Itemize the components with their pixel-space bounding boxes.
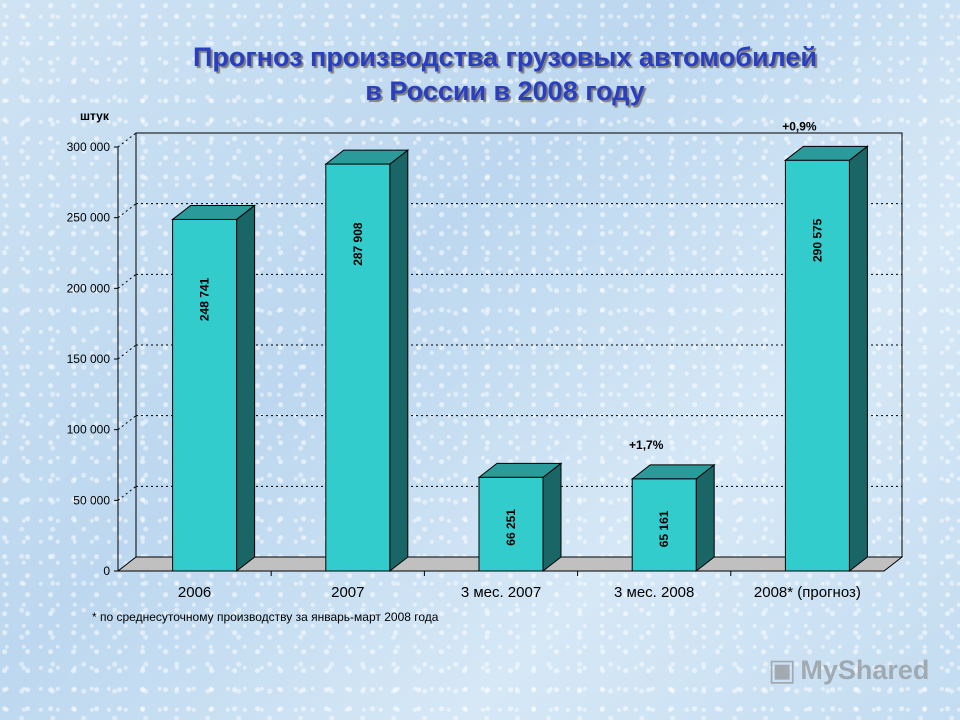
bar bbox=[478, 476, 544, 572]
title-line-1: Прогноз производства грузовых автомобиле… bbox=[193, 42, 817, 72]
x-category-label: 3 мес. 2008 bbox=[614, 584, 694, 601]
bar bbox=[631, 478, 697, 572]
bar bbox=[325, 163, 391, 572]
bar-side bbox=[695, 463, 715, 573]
bar-value-label: 290 575 bbox=[810, 218, 824, 262]
gridline-side bbox=[117, 485, 137, 501]
presentation-icon: ▣ bbox=[768, 653, 797, 687]
y-tick-label: 150 000 bbox=[67, 352, 111, 366]
bar-side bbox=[236, 204, 256, 573]
annotation-label: +0,9% bbox=[782, 119, 817, 133]
bar-value-label: 65 161 bbox=[657, 510, 671, 547]
y-axis-unit-label: штук bbox=[80, 109, 109, 123]
chart-title: Прогноз производства грузовых автомобиле… bbox=[0, 40, 960, 108]
x-category-label: 2006 bbox=[178, 584, 211, 601]
x-category-label: 2007 bbox=[331, 584, 364, 601]
y-tick-label: 300 000 bbox=[67, 140, 111, 154]
bar-value-label: 248 741 bbox=[198, 277, 212, 321]
y-tick-label: 100 000 bbox=[67, 423, 111, 437]
bar bbox=[172, 218, 238, 572]
gridline-side bbox=[117, 415, 137, 431]
bar-side bbox=[389, 149, 409, 573]
bar-value-label: 66 251 bbox=[504, 509, 518, 546]
annotation-label: +1,7% bbox=[629, 438, 664, 452]
gridline-side bbox=[117, 203, 137, 219]
y-tick-label: 200 000 bbox=[67, 281, 111, 295]
bar bbox=[784, 159, 850, 572]
gridline-side bbox=[117, 132, 137, 148]
bar-side bbox=[542, 462, 562, 573]
logo-text: MyShared bbox=[800, 655, 930, 685]
footnote: * по среднесуточному производству за янв… bbox=[92, 610, 439, 624]
watermark-logo: ▣ MyShared bbox=[768, 655, 929, 686]
x-category-label: 2008* (прогноз) bbox=[754, 584, 861, 601]
y-tick-label: 250 000 bbox=[67, 211, 111, 225]
gridline-side bbox=[117, 273, 137, 289]
y-tick-label: 50 000 bbox=[73, 493, 110, 507]
gridline-side bbox=[117, 344, 137, 360]
x-category-label: 3 мес. 2007 bbox=[461, 584, 541, 601]
y-tick-label: 0 bbox=[103, 564, 110, 578]
bar-side bbox=[848, 145, 868, 573]
title-line-2: в России в 2008 году bbox=[365, 76, 645, 106]
bar-value-label: 287 908 bbox=[351, 222, 365, 266]
